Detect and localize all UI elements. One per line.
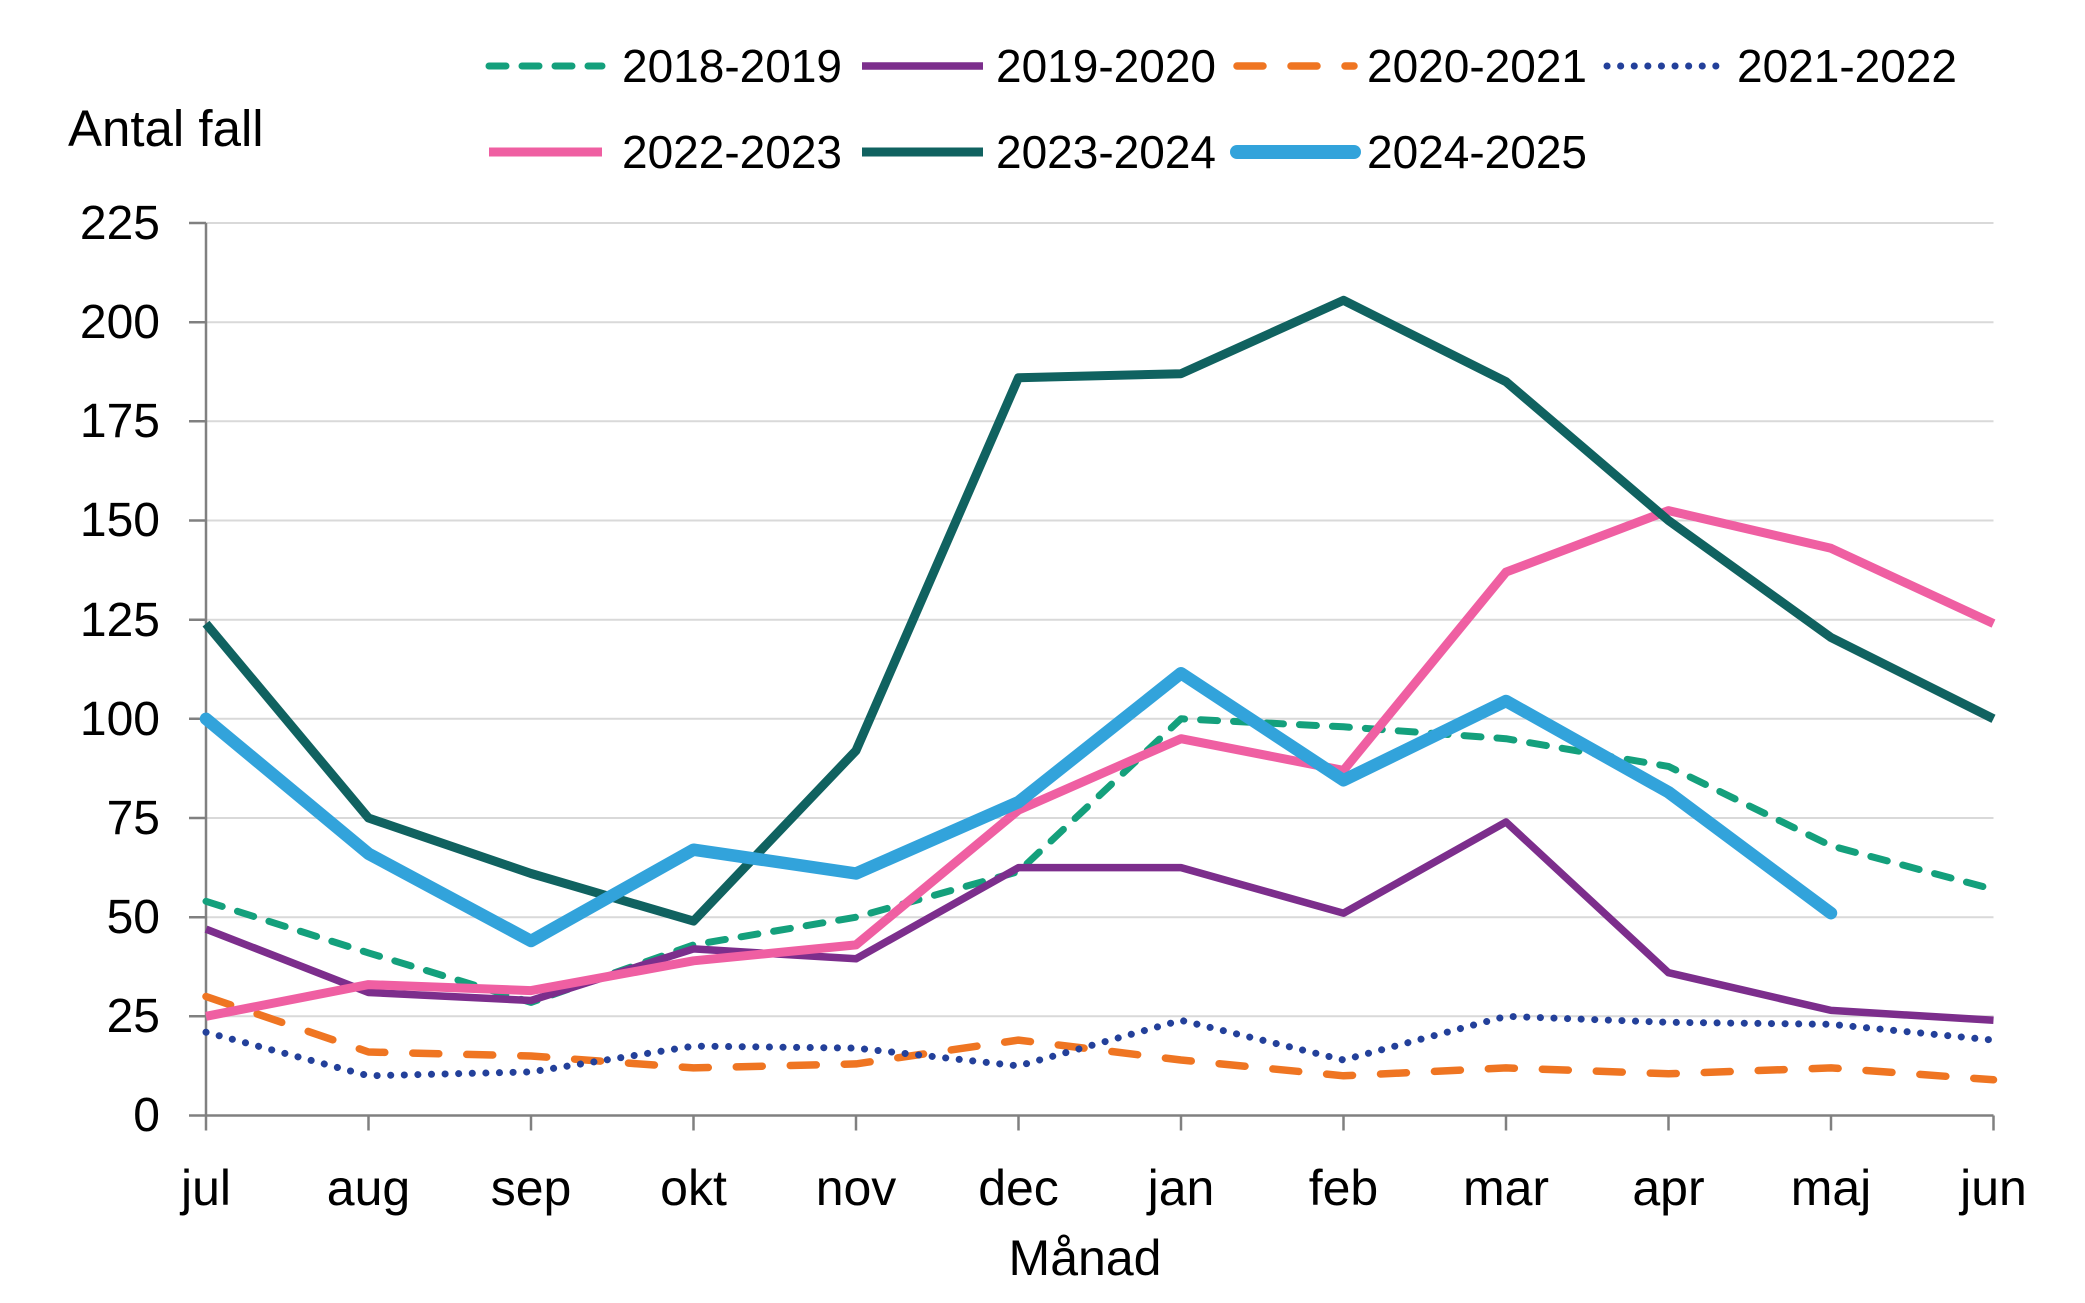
svg-text:2021-2022: 2021-2022	[1737, 40, 1957, 92]
svg-text:Antal fall: Antal fall	[68, 100, 264, 157]
svg-text:2022-2023: 2022-2023	[622, 126, 842, 178]
svg-text:2023-2024: 2023-2024	[996, 126, 1216, 178]
svg-text:apr: apr	[1632, 1160, 1704, 1216]
svg-text:75: 75	[107, 792, 160, 845]
svg-text:50: 50	[107, 891, 160, 944]
svg-text:sep: sep	[491, 1160, 572, 1216]
svg-text:150: 150	[80, 494, 160, 547]
svg-text:0: 0	[133, 1089, 160, 1142]
svg-text:2018-2019: 2018-2019	[622, 40, 842, 92]
svg-text:maj: maj	[1791, 1160, 1872, 1216]
svg-text:225: 225	[80, 197, 160, 250]
svg-text:2024-2025: 2024-2025	[1367, 126, 1587, 178]
svg-text:okt: okt	[660, 1160, 727, 1216]
svg-text:2020-2021: 2020-2021	[1367, 40, 1587, 92]
svg-text:jun: jun	[1958, 1160, 2027, 1216]
svg-text:25: 25	[107, 990, 160, 1043]
svg-text:Månad: Månad	[1009, 1230, 1162, 1286]
svg-text:feb: feb	[1309, 1160, 1379, 1216]
svg-text:125: 125	[80, 594, 160, 647]
svg-text:dec: dec	[978, 1160, 1059, 1216]
svg-text:100: 100	[80, 693, 160, 746]
svg-text:nov: nov	[816, 1160, 897, 1216]
svg-text:jan: jan	[1146, 1160, 1215, 1216]
svg-text:aug: aug	[327, 1160, 410, 1216]
svg-text:2019-2020: 2019-2020	[996, 40, 1216, 92]
svg-text:jul: jul	[179, 1160, 231, 1216]
svg-text:mar: mar	[1463, 1160, 1549, 1216]
svg-text:175: 175	[80, 395, 160, 448]
svg-text:200: 200	[80, 296, 160, 349]
